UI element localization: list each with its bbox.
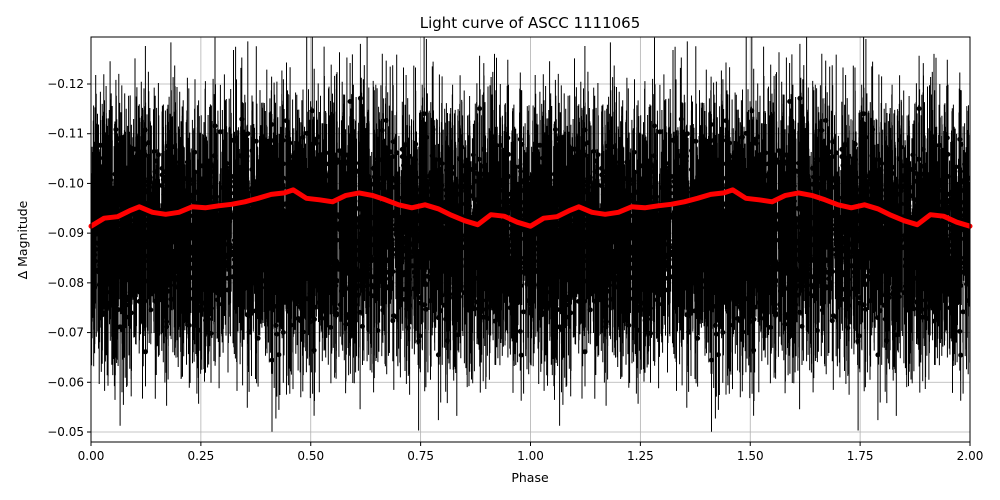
x-tick-label: 1.75 — [847, 449, 874, 463]
x-axis-ticks: 0.00 0.25 0.50 0.75 1.00 1.25 1.50 1.75 2.00 — [78, 442, 984, 463]
y-tick-label: −0.12 — [47, 77, 84, 91]
binned-curve — [88, 187, 973, 229]
y-tick-label: −0.06 — [47, 375, 84, 389]
x-tick-label: 0.25 — [188, 449, 215, 463]
chart-title: Light curve of ASCC 1111065 — [420, 14, 641, 32]
y-tick-label: −0.10 — [47, 176, 84, 190]
y-axis-ticks: −0.12 −0.11 −0.10 −0.09 −0.08 −0.07 −0.06 −0.05 — [47, 77, 91, 439]
y-tick-label: −0.08 — [47, 276, 84, 290]
x-tick-label: 1.50 — [737, 449, 764, 463]
x-axis-label: Phase — [511, 470, 549, 485]
y-tick-label: −0.07 — [47, 326, 84, 340]
y-tick-label: −0.11 — [47, 127, 84, 141]
y-tick-label: −0.09 — [47, 226, 84, 240]
observation-points — [91, 37, 970, 432]
y-tick-label: −0.05 — [47, 425, 84, 439]
x-tick-label: 0.00 — [78, 449, 105, 463]
x-tick-label: 1.00 — [517, 449, 544, 463]
x-tick-label: 0.50 — [297, 449, 324, 463]
x-tick-label: 0.75 — [407, 449, 434, 463]
x-tick-label: 2.00 — [957, 449, 984, 463]
x-tick-label: 1.25 — [627, 449, 654, 463]
y-axis-label: Δ Magnitude — [15, 200, 30, 279]
